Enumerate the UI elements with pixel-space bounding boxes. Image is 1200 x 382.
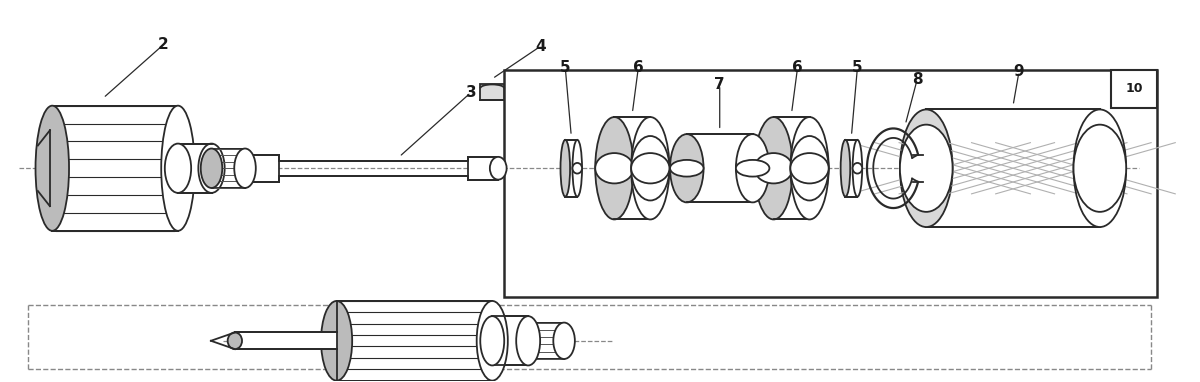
Text: 6: 6 (632, 60, 643, 75)
Text: 4: 4 (535, 39, 546, 54)
Ellipse shape (595, 117, 634, 219)
Bar (1111, 70, 1157, 108)
Ellipse shape (755, 117, 793, 219)
Bar (252, 161, 498, 176)
Text: 8: 8 (912, 72, 923, 87)
Bar (846, 140, 858, 197)
Bar (528, 322, 564, 359)
Bar (211, 149, 245, 188)
Ellipse shape (516, 316, 540, 366)
Ellipse shape (560, 140, 570, 197)
Ellipse shape (791, 153, 829, 183)
Ellipse shape (228, 332, 242, 349)
Bar (565, 140, 577, 197)
Ellipse shape (517, 322, 539, 359)
Ellipse shape (553, 322, 575, 359)
Bar (337, 301, 492, 380)
Bar (468, 157, 498, 180)
Text: 6: 6 (792, 60, 803, 75)
Ellipse shape (631, 153, 670, 183)
Bar (614, 117, 650, 219)
Bar (774, 117, 810, 219)
Text: 5: 5 (560, 60, 570, 75)
Ellipse shape (900, 125, 953, 212)
Ellipse shape (164, 144, 191, 193)
Ellipse shape (480, 316, 504, 366)
Bar (178, 144, 211, 193)
Ellipse shape (670, 160, 703, 176)
Text: 9: 9 (1014, 64, 1025, 79)
Ellipse shape (631, 136, 670, 201)
Ellipse shape (595, 153, 634, 183)
Text: 10: 10 (1126, 82, 1142, 95)
Ellipse shape (853, 140, 862, 197)
Ellipse shape (200, 149, 222, 188)
Text: 7: 7 (714, 77, 725, 92)
Ellipse shape (736, 160, 769, 176)
Ellipse shape (841, 140, 851, 197)
Bar (53, 106, 178, 231)
Ellipse shape (791, 136, 829, 201)
Ellipse shape (755, 153, 793, 183)
Text: 3: 3 (466, 85, 476, 100)
Ellipse shape (791, 117, 829, 219)
Ellipse shape (476, 301, 508, 380)
Ellipse shape (322, 301, 352, 380)
Bar (686, 134, 752, 202)
Ellipse shape (36, 106, 70, 231)
Text: 5: 5 (852, 60, 863, 75)
Ellipse shape (198, 144, 224, 193)
Text: 2: 2 (157, 37, 168, 52)
Ellipse shape (853, 163, 862, 173)
Bar (480, 84, 504, 100)
Ellipse shape (1074, 110, 1126, 227)
Ellipse shape (670, 134, 703, 202)
Bar (504, 70, 1157, 297)
Ellipse shape (1074, 125, 1126, 212)
Bar (926, 110, 1100, 227)
Ellipse shape (572, 163, 582, 173)
Ellipse shape (572, 140, 582, 197)
Bar (492, 316, 528, 366)
Ellipse shape (161, 106, 194, 231)
Bar (235, 332, 337, 349)
Ellipse shape (234, 149, 256, 188)
Ellipse shape (490, 157, 506, 180)
Bar (252, 155, 278, 182)
Ellipse shape (631, 117, 670, 219)
Ellipse shape (900, 110, 953, 227)
Ellipse shape (736, 134, 769, 202)
